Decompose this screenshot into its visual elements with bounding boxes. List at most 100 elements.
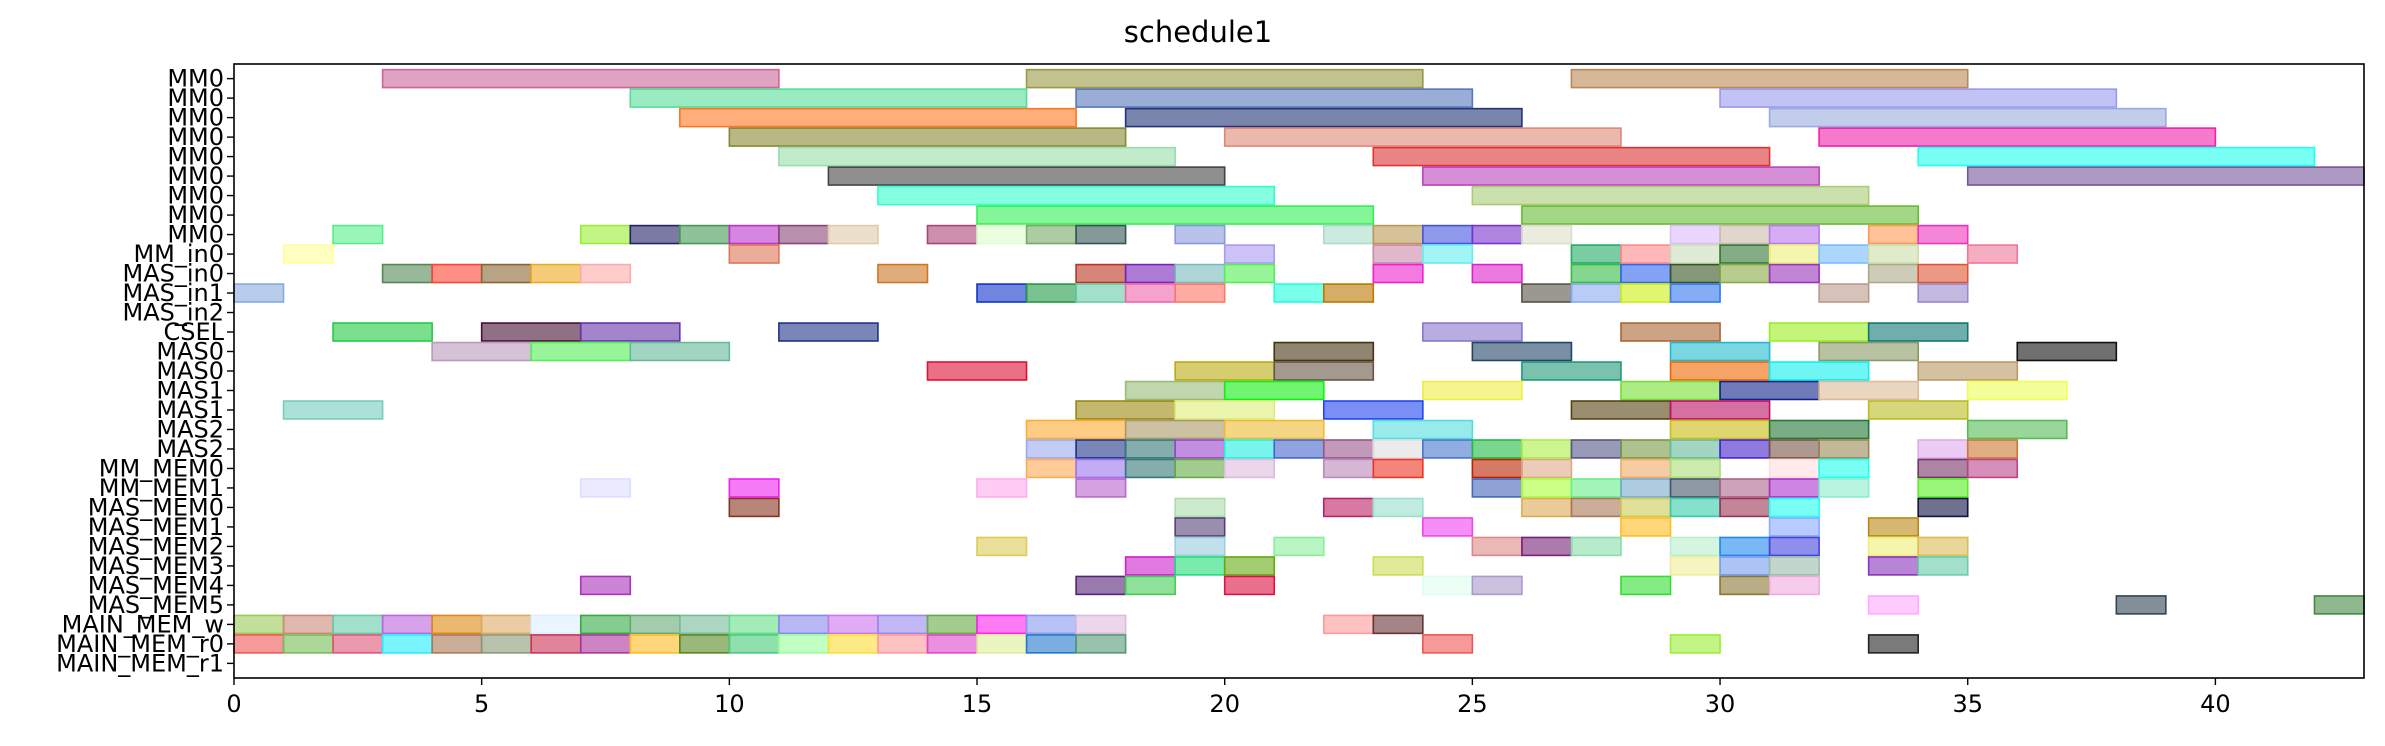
task-bar bbox=[1719, 244, 1771, 264]
task-bar bbox=[1570, 68, 1969, 89]
task-bar bbox=[1174, 283, 1226, 303]
y-tick-label: MAS1 bbox=[156, 376, 224, 404]
y-tick-label: MAS0 bbox=[156, 357, 224, 385]
task-bar bbox=[1966, 166, 2365, 186]
task-bar bbox=[2115, 595, 2167, 615]
task-bar bbox=[1422, 224, 1474, 245]
task-bar bbox=[1422, 244, 1474, 264]
task-bar bbox=[1521, 224, 1573, 245]
task-bar bbox=[1669, 439, 1721, 459]
task-bar bbox=[1372, 419, 1474, 440]
task-bar bbox=[1223, 439, 1276, 459]
task-bar bbox=[1223, 380, 1325, 401]
task-bar bbox=[1669, 497, 1721, 518]
task-bar bbox=[827, 634, 879, 654]
task-bar bbox=[1372, 439, 1424, 459]
task-bar bbox=[1669, 341, 1771, 362]
task-bar bbox=[1867, 322, 1969, 342]
task-bar bbox=[431, 263, 483, 284]
task-bar bbox=[1768, 575, 1820, 596]
y-tick-label: MM0 bbox=[167, 104, 224, 132]
x-tick-label: 35 bbox=[1952, 690, 1983, 718]
task-bar bbox=[1075, 614, 1127, 635]
task-bar bbox=[1570, 536, 1622, 557]
task-bar bbox=[1719, 556, 1771, 576]
task-bar bbox=[1867, 536, 1919, 557]
y-tick-label: MM0 bbox=[167, 201, 224, 229]
task-bar bbox=[1223, 458, 1276, 479]
task-bar bbox=[1917, 556, 1969, 576]
task-bar bbox=[1768, 556, 1820, 576]
y-tick-label: MAIN_MEM_r0 bbox=[56, 630, 224, 658]
task-bar bbox=[480, 614, 533, 635]
task-bar bbox=[1273, 283, 1325, 303]
task-bar bbox=[1521, 361, 1622, 381]
y-tick-label: MAS_MEM5 bbox=[88, 591, 224, 619]
y-tick-label: MM_MEM1 bbox=[99, 474, 224, 502]
task-bar bbox=[1620, 575, 1672, 596]
task-bar bbox=[1124, 283, 1176, 303]
task-bar bbox=[1669, 478, 1721, 498]
task-bar bbox=[1075, 400, 1176, 420]
task-bar bbox=[1372, 224, 1424, 245]
task-bar bbox=[1124, 263, 1176, 284]
y-tick-label: MAS0 bbox=[156, 338, 224, 366]
task-bar bbox=[1966, 244, 2019, 264]
task-bar bbox=[1075, 224, 1127, 245]
task-bar bbox=[1322, 400, 1424, 420]
task-bar bbox=[1174, 556, 1226, 576]
task-bar bbox=[1322, 458, 1375, 479]
x-tick-label: 0 bbox=[226, 690, 241, 718]
task-bar bbox=[778, 322, 879, 342]
task-bar bbox=[579, 478, 632, 498]
task-bar bbox=[1174, 497, 1226, 518]
task-bar bbox=[1867, 263, 1919, 284]
y-tick-label: MAS2 bbox=[156, 415, 224, 443]
x-tick-label: 10 bbox=[714, 690, 745, 718]
task-bar bbox=[1223, 419, 1325, 440]
task-bar bbox=[1669, 458, 1721, 479]
task-bar bbox=[1917, 283, 1969, 303]
task-bar bbox=[877, 185, 1276, 206]
task-bar bbox=[1025, 224, 1077, 245]
task-bar bbox=[579, 322, 681, 342]
task-bar bbox=[1075, 575, 1127, 596]
task-bar bbox=[579, 575, 632, 596]
task-bar bbox=[629, 614, 681, 635]
task-bar bbox=[431, 614, 483, 635]
task-bar bbox=[728, 497, 780, 518]
task-bar bbox=[1422, 166, 1820, 186]
task-bar bbox=[1620, 283, 1672, 303]
task-bar bbox=[1768, 107, 2167, 128]
task-bar bbox=[1471, 341, 1573, 362]
task-bar bbox=[1174, 400, 1276, 420]
task-bar bbox=[282, 400, 384, 420]
task-bar bbox=[1124, 439, 1176, 459]
y-tick-label: MAS_in2 bbox=[122, 299, 224, 327]
task-bar bbox=[1521, 458, 1573, 479]
y-tick-label: MM_in0 bbox=[133, 240, 224, 268]
task-bar bbox=[1372, 244, 1424, 264]
task-bar bbox=[1669, 634, 1721, 654]
task-bar bbox=[1917, 263, 1969, 284]
task-bar bbox=[1422, 575, 1474, 596]
task-bar bbox=[1174, 517, 1226, 537]
task-bar bbox=[530, 634, 582, 654]
task-bar bbox=[579, 224, 632, 245]
task-bar bbox=[1075, 88, 1474, 108]
task-bar bbox=[1719, 380, 1820, 401]
chart-title: schedule1 bbox=[1124, 15, 1272, 49]
task-bar bbox=[1521, 205, 1919, 225]
task-bar bbox=[1867, 556, 1919, 576]
task-bar bbox=[381, 68, 780, 89]
task-bar bbox=[2016, 341, 2118, 362]
task-bar bbox=[1471, 458, 1523, 479]
task-bar bbox=[1867, 595, 1919, 615]
task-bar bbox=[1124, 419, 1226, 440]
task-bar bbox=[1521, 497, 1573, 518]
task-bar bbox=[976, 283, 1028, 303]
task-bar bbox=[530, 263, 582, 284]
y-tick-label: MAIN_MEM_w bbox=[62, 610, 224, 638]
task-bar bbox=[728, 478, 780, 498]
task-bar bbox=[1223, 575, 1276, 596]
